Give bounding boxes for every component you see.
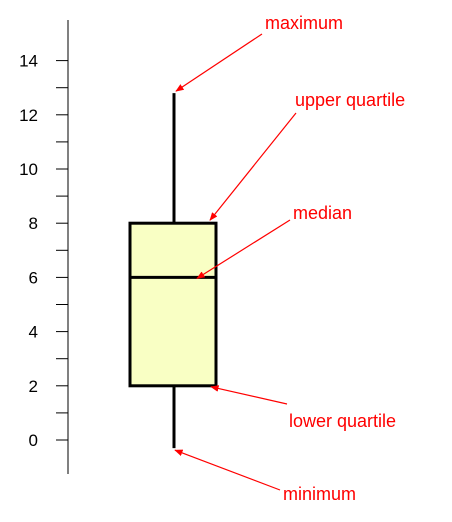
iqr-box xyxy=(128,221,218,388)
y-tick-label: 10 xyxy=(19,160,38,179)
y-tick-label: 0 xyxy=(29,431,38,450)
maximum-label: maximum xyxy=(265,13,343,33)
upper-quartile-label: upper quartile xyxy=(295,90,405,110)
y-tick-label: 14 xyxy=(19,52,38,71)
y-tick-label: 4 xyxy=(29,323,38,342)
y-tick-label: 6 xyxy=(29,268,38,287)
minimum-arrow xyxy=(174,449,281,491)
median-label: median xyxy=(293,203,352,223)
maximum-arrow xyxy=(175,33,263,92)
y-tick-label: 2 xyxy=(29,377,38,396)
lower-quartile-arrow xyxy=(210,385,288,405)
median-arrow xyxy=(196,219,291,279)
y-tick-label: 12 xyxy=(19,106,38,125)
y-axis: 0 2 4 6 8 10 12 14 xyxy=(19,20,69,474)
lower-quartile-label: lower quartile xyxy=(289,411,396,431)
y-tick-label: 8 xyxy=(29,214,38,233)
box-plot xyxy=(128,93,218,449)
annotations: maximum upper quartile median lower quartil… xyxy=(174,13,405,504)
minimum-label: minimum xyxy=(283,484,356,504)
upper-quartile-arrow xyxy=(209,112,297,221)
